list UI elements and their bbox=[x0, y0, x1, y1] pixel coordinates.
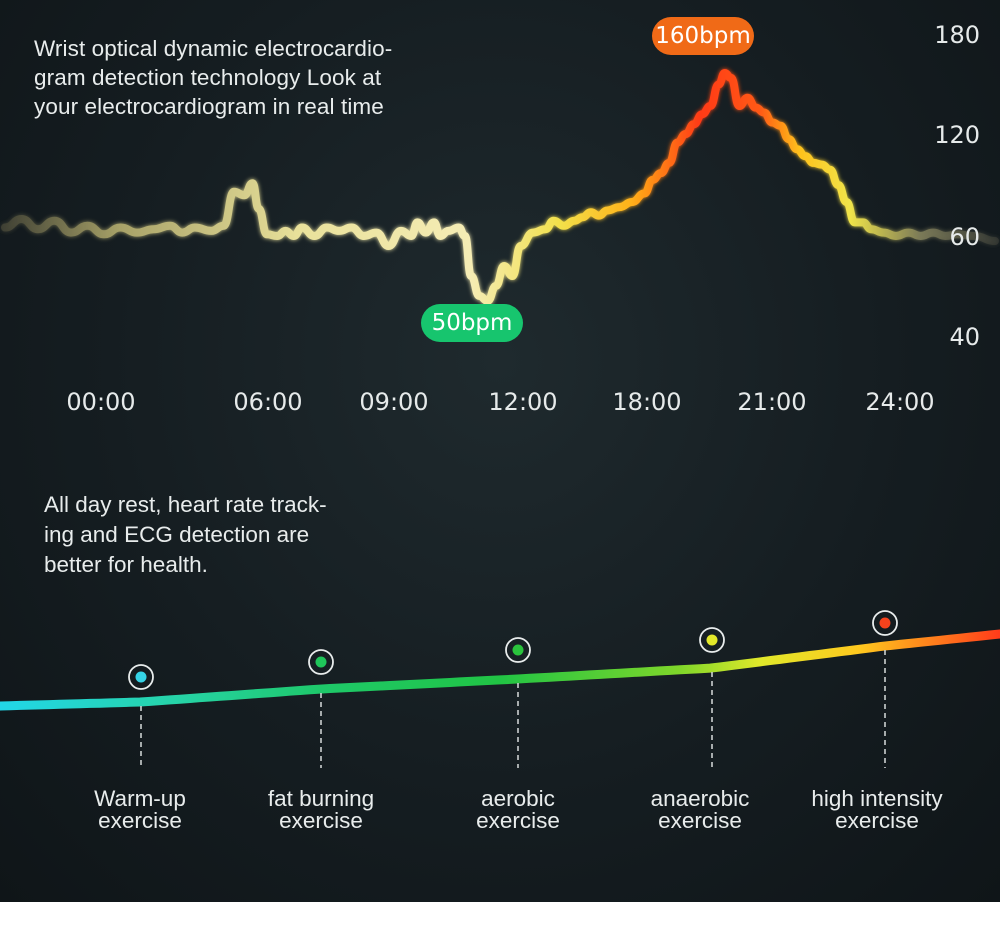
zone-label-fat-burning: fat burning exercise bbox=[226, 786, 416, 833]
exercise-intensity-line bbox=[0, 629, 1000, 711]
zone-label-line: exercise bbox=[835, 808, 919, 833]
zone-label-warm-up: Warm-up exercise bbox=[45, 786, 235, 833]
health-tracking-note-line: All day rest, heart rate track- bbox=[44, 492, 327, 517]
zone-marker-dot bbox=[512, 644, 524, 656]
ecg-description-line: Wrist optical dynamic electrocardio- bbox=[34, 36, 393, 61]
zone-marker-ring bbox=[699, 627, 725, 653]
x-tick-label: 09:00 bbox=[359, 388, 429, 416]
zone-label-line: aerobic bbox=[481, 786, 555, 811]
zone-label-line: fat burning bbox=[267, 786, 375, 811]
zone-marker-ring bbox=[505, 637, 531, 663]
zone-label-aerobic: aerobic exercise bbox=[423, 786, 613, 833]
heart-rate-series-line bbox=[1, 69, 999, 305]
zone-label-line: exercise bbox=[476, 808, 560, 833]
zone-marker-dot bbox=[315, 656, 327, 668]
zone-label-anaerobic: anaerobic exercise bbox=[605, 786, 795, 833]
x-tick-label: 12:00 bbox=[488, 388, 558, 416]
health-tracking-note-line: better for health. bbox=[44, 552, 208, 577]
ecg-description: Wrist optical dynamic electrocardio- gra… bbox=[34, 34, 464, 121]
zone-marker-dot bbox=[135, 671, 147, 683]
y-tick-label: 120 bbox=[934, 121, 980, 149]
peak-bpm-badge: 160bpm bbox=[652, 17, 754, 55]
zone-label-line: exercise bbox=[279, 808, 363, 833]
zone-label-line: exercise bbox=[658, 808, 742, 833]
heart-rate-chart bbox=[0, 69, 1000, 768]
zone-marker-ring bbox=[872, 610, 898, 636]
x-tick-label: 18:00 bbox=[612, 388, 682, 416]
ecg-description-line: your electrocardiogram in real time bbox=[34, 94, 384, 119]
zone-label-line: anaerobic bbox=[650, 786, 750, 811]
exercise-zone-chart bbox=[0, 610, 1000, 768]
zone-marker-ring bbox=[308, 649, 334, 675]
low-bpm-badge: 50bpm bbox=[421, 304, 523, 342]
y-tick-label: 180 bbox=[934, 21, 980, 49]
zone-label-line: Warm-up bbox=[94, 786, 186, 811]
y-tick-label: 60 bbox=[949, 223, 980, 251]
zone-label-high-intensity: high intensity exercise bbox=[782, 786, 972, 833]
health-tracking-note-line: ing and ECG detection are bbox=[44, 522, 310, 547]
ecg-description-line: gram detection technology Look at bbox=[34, 65, 382, 90]
zone-marker-dot bbox=[706, 634, 718, 646]
x-tick-label: 24:00 bbox=[865, 388, 935, 416]
x-tick-label: 06:00 bbox=[233, 388, 303, 416]
infographic-panel: Wrist optical dynamic electrocardio- gra… bbox=[0, 0, 1000, 902]
zone-marker-dot bbox=[879, 617, 891, 629]
health-tracking-note: All day rest, heart rate track- ing and … bbox=[44, 490, 404, 580]
x-tick-label: 00:00 bbox=[66, 388, 136, 416]
x-tick-label: 21:00 bbox=[737, 388, 807, 416]
y-tick-label: 40 bbox=[949, 323, 980, 351]
zone-marker-ring bbox=[128, 664, 154, 690]
zone-label-line: exercise bbox=[98, 808, 182, 833]
zone-label-line: high intensity bbox=[811, 786, 943, 811]
